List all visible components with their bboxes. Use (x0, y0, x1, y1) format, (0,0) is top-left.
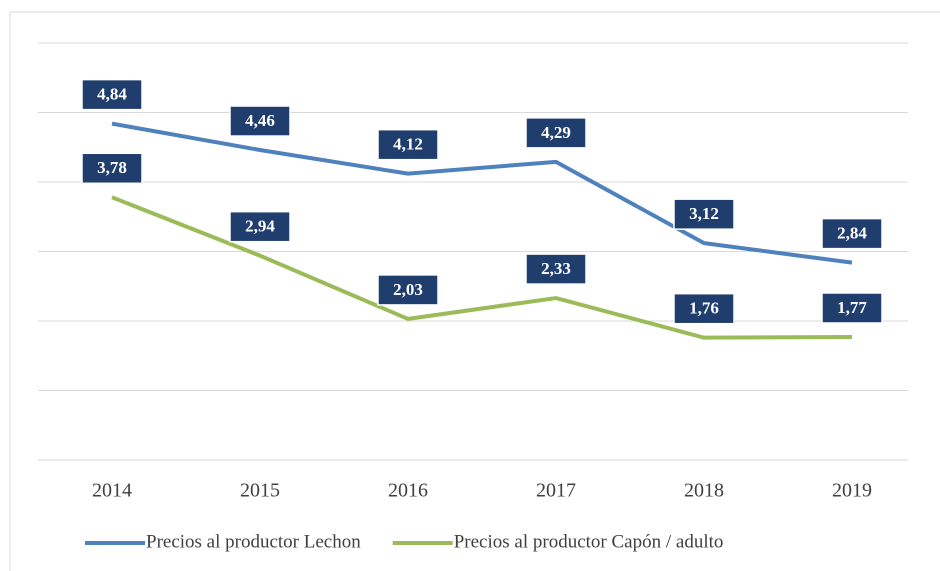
series-line (111, 121, 853, 265)
data-label-box (81, 78, 143, 111)
data-label: 2,94 (245, 217, 275, 236)
chart-border (9, 11, 940, 571)
data-label: 4,29 (541, 123, 571, 142)
x-tick-label: 2017 (536, 480, 576, 502)
data-label: 1,77 (837, 298, 867, 317)
data-label: 3,78 (97, 158, 127, 177)
data-label: 3,12 (689, 204, 719, 223)
data-label: 2,33 (541, 259, 571, 278)
data-label: 2,84 (837, 224, 867, 243)
x-tick-label: 2018 (684, 480, 724, 502)
data-label-box (525, 253, 587, 285)
x-tick-label: 2016 (388, 480, 428, 502)
data-label: 4,46 (245, 111, 275, 130)
data-label-box (821, 217, 883, 250)
data-label: 2,03 (393, 280, 423, 299)
legend-label: Precios al productor Lechon (146, 531, 361, 552)
data-label: 1,76 (689, 299, 719, 318)
data-label: 4,84 (97, 85, 127, 104)
data-label-box (525, 117, 587, 149)
data-label-box (821, 292, 883, 324)
x-tick-label: 2015 (240, 480, 280, 502)
series-line (111, 195, 853, 340)
data-label-box (229, 210, 291, 243)
x-tick-label: 2014 (92, 480, 132, 502)
data-label-box (673, 292, 735, 325)
legend-label: Precios al productor Capón / adulto (454, 531, 724, 552)
x-tick-label: 2019 (832, 480, 872, 502)
data-label: 4,12 (393, 135, 423, 154)
data-label-box (377, 274, 439, 306)
data-label-box (229, 105, 291, 137)
data-label-box (81, 152, 143, 185)
data-label-box (377, 128, 439, 161)
data-label-box (673, 198, 735, 230)
